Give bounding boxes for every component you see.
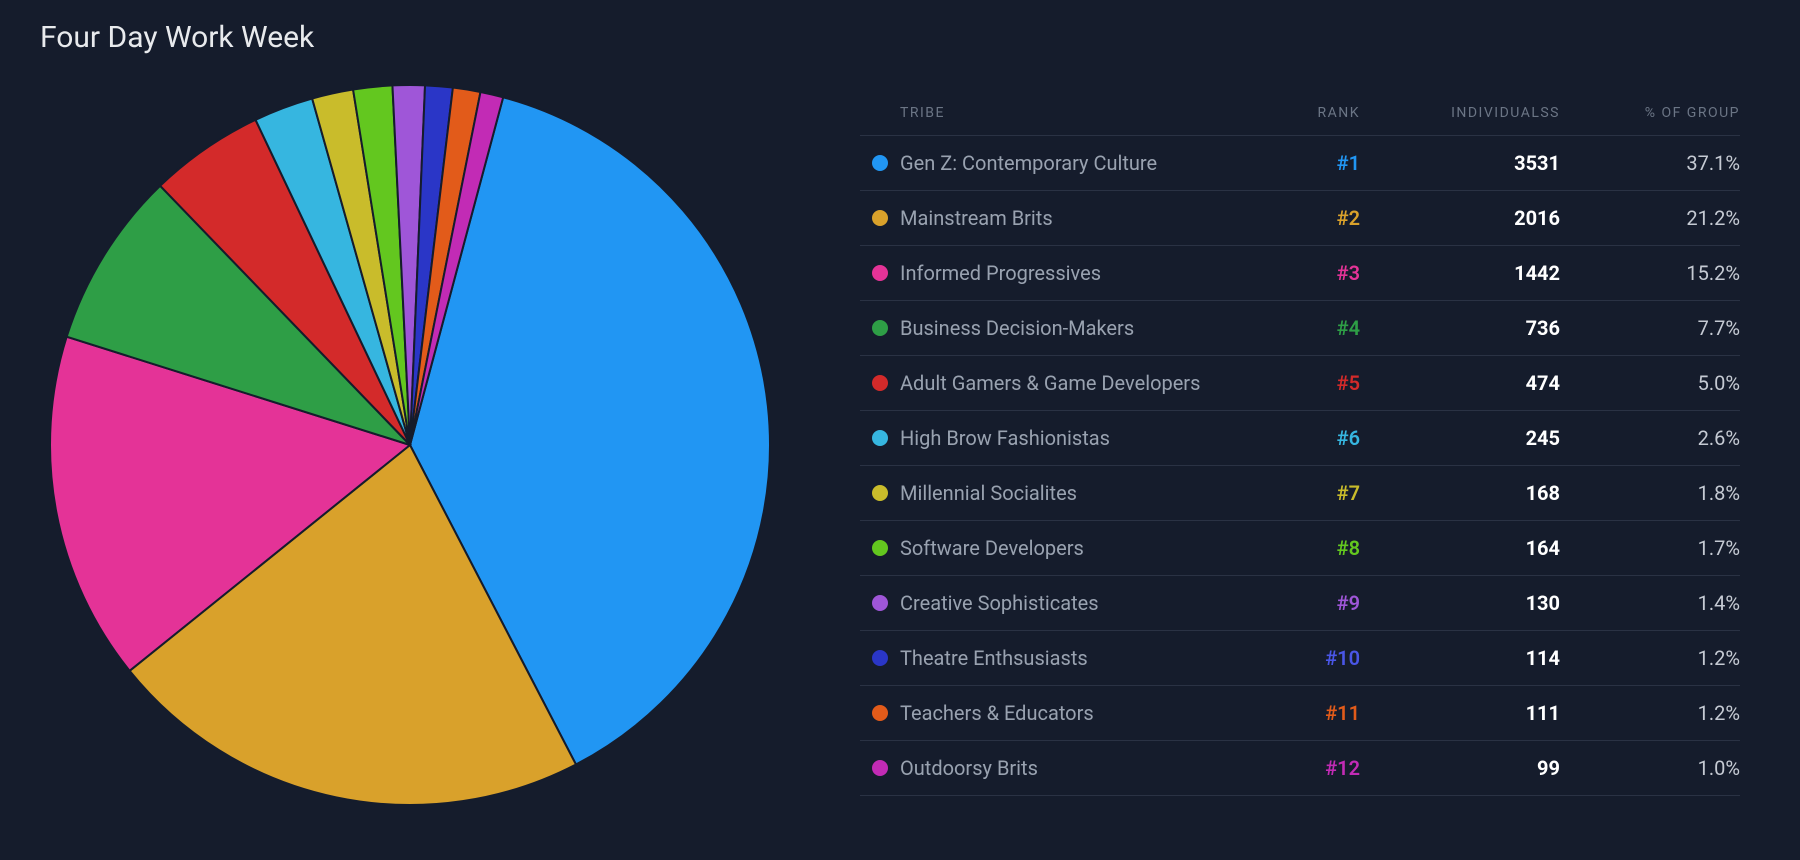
rank-value: #6 [1240,426,1360,450]
percent-value: 1.0% [1560,756,1740,780]
color-dot-icon [872,650,888,666]
pie-chart [40,75,780,815]
rank-value: #2 [1240,206,1360,230]
individuals-value: 1442 [1360,261,1560,285]
table-row[interactable]: High Brow Fashionistas#62452.6% [860,411,1740,466]
individuals-value: 99 [1360,756,1560,780]
percent-value: 7.7% [1560,316,1740,340]
tribe-label: Informed Progressives [900,261,1240,285]
rank-value: #12 [1240,756,1360,780]
color-dot-icon [872,430,888,446]
individuals-value: 130 [1360,591,1560,615]
col-header-percent: % OF GROUP [1560,105,1740,121]
individuals-value: 111 [1360,701,1560,725]
tribe-label: Theatre Enthsusiasts [900,646,1240,670]
individuals-value: 736 [1360,316,1560,340]
rank-value: #5 [1240,371,1360,395]
table-row[interactable]: Outdoorsy Brits#12991.0% [860,741,1740,796]
color-dot-cell [860,760,900,776]
color-dot-cell [860,210,900,226]
percent-value: 1.2% [1560,701,1740,725]
color-dot-cell [860,265,900,281]
individuals-value: 474 [1360,371,1560,395]
color-dot-cell [860,595,900,611]
table-row[interactable]: Teachers & Educators#111111.2% [860,686,1740,741]
rank-value: #10 [1240,646,1360,670]
percent-value: 1.2% [1560,646,1740,670]
color-dot-cell [860,705,900,721]
color-dot-cell [860,540,900,556]
tribe-label: Outdoorsy Brits [900,756,1240,780]
color-dot-icon [872,760,888,776]
table-row[interactable]: Mainstream Brits#2201621.2% [860,191,1740,246]
page-title: Four Day Work Week [40,20,1760,55]
color-dot-cell [860,650,900,666]
percent-value: 1.7% [1560,536,1740,560]
tribe-label: Business Decision-Makers [900,316,1240,340]
percent-value: 1.4% [1560,591,1740,615]
tribe-label: Gen Z: Contemporary Culture [900,151,1240,175]
rank-value: #7 [1240,481,1360,505]
table-row[interactable]: Software Developers#81641.7% [860,521,1740,576]
tribe-label: Software Developers [900,536,1240,560]
individuals-value: 114 [1360,646,1560,670]
color-dot-icon [872,705,888,721]
percent-value: 21.2% [1560,206,1740,230]
color-dot-cell [860,430,900,446]
percent-value: 37.1% [1560,151,1740,175]
color-dot-icon [872,155,888,171]
data-table: TRIBE RANK INDIVIDUALSS % OF GROUP Gen Z… [860,105,1760,796]
rank-value: #4 [1240,316,1360,340]
col-header-individuals: INDIVIDUALSS [1360,105,1560,121]
individuals-value: 2016 [1360,206,1560,230]
table-row[interactable]: Theatre Enthsusiasts#101141.2% [860,631,1740,686]
content-area: TRIBE RANK INDIVIDUALSS % OF GROUP Gen Z… [40,65,1760,815]
percent-value: 15.2% [1560,261,1740,285]
color-dot-cell [860,485,900,501]
rank-value: #3 [1240,261,1360,285]
tribe-label: Mainstream Brits [900,206,1240,230]
tribe-label: Teachers & Educators [900,701,1240,725]
tribe-label: High Brow Fashionistas [900,426,1240,450]
table-row[interactable]: Gen Z: Contemporary Culture#1353137.1% [860,136,1740,191]
color-dot-cell [860,320,900,336]
table-row[interactable]: Business Decision-Makers#47367.7% [860,301,1740,356]
percent-value: 1.8% [1560,481,1740,505]
color-dot-icon [872,210,888,226]
col-header-tribe: TRIBE [860,105,1240,121]
color-dot-icon [872,265,888,281]
rank-value: #1 [1240,151,1360,175]
color-dot-icon [872,485,888,501]
rank-value: #8 [1240,536,1360,560]
table-row[interactable]: Informed Progressives#3144215.2% [860,246,1740,301]
rank-value: #11 [1240,701,1360,725]
percent-value: 5.0% [1560,371,1740,395]
rank-value: #9 [1240,591,1360,615]
col-header-rank: RANK [1240,105,1360,121]
color-dot-icon [872,320,888,336]
tribe-label: Adult Gamers & Game Developers [900,371,1240,395]
percent-value: 2.6% [1560,426,1740,450]
tribe-label: Millennial Socialites [900,481,1240,505]
color-dot-icon [872,375,888,391]
color-dot-cell [860,375,900,391]
table-row[interactable]: Creative Sophisticates#91301.4% [860,576,1740,631]
individuals-value: 164 [1360,536,1560,560]
individuals-value: 245 [1360,426,1560,450]
color-dot-icon [872,540,888,556]
table-header-row: TRIBE RANK INDIVIDUALSS % OF GROUP [860,105,1740,136]
tribe-label: Creative Sophisticates [900,591,1240,615]
color-dot-cell [860,155,900,171]
individuals-value: 3531 [1360,151,1560,175]
color-dot-icon [872,595,888,611]
individuals-value: 168 [1360,481,1560,505]
table-row[interactable]: Millennial Socialites#71681.8% [860,466,1740,521]
table-row[interactable]: Adult Gamers & Game Developers#54745.0% [860,356,1740,411]
